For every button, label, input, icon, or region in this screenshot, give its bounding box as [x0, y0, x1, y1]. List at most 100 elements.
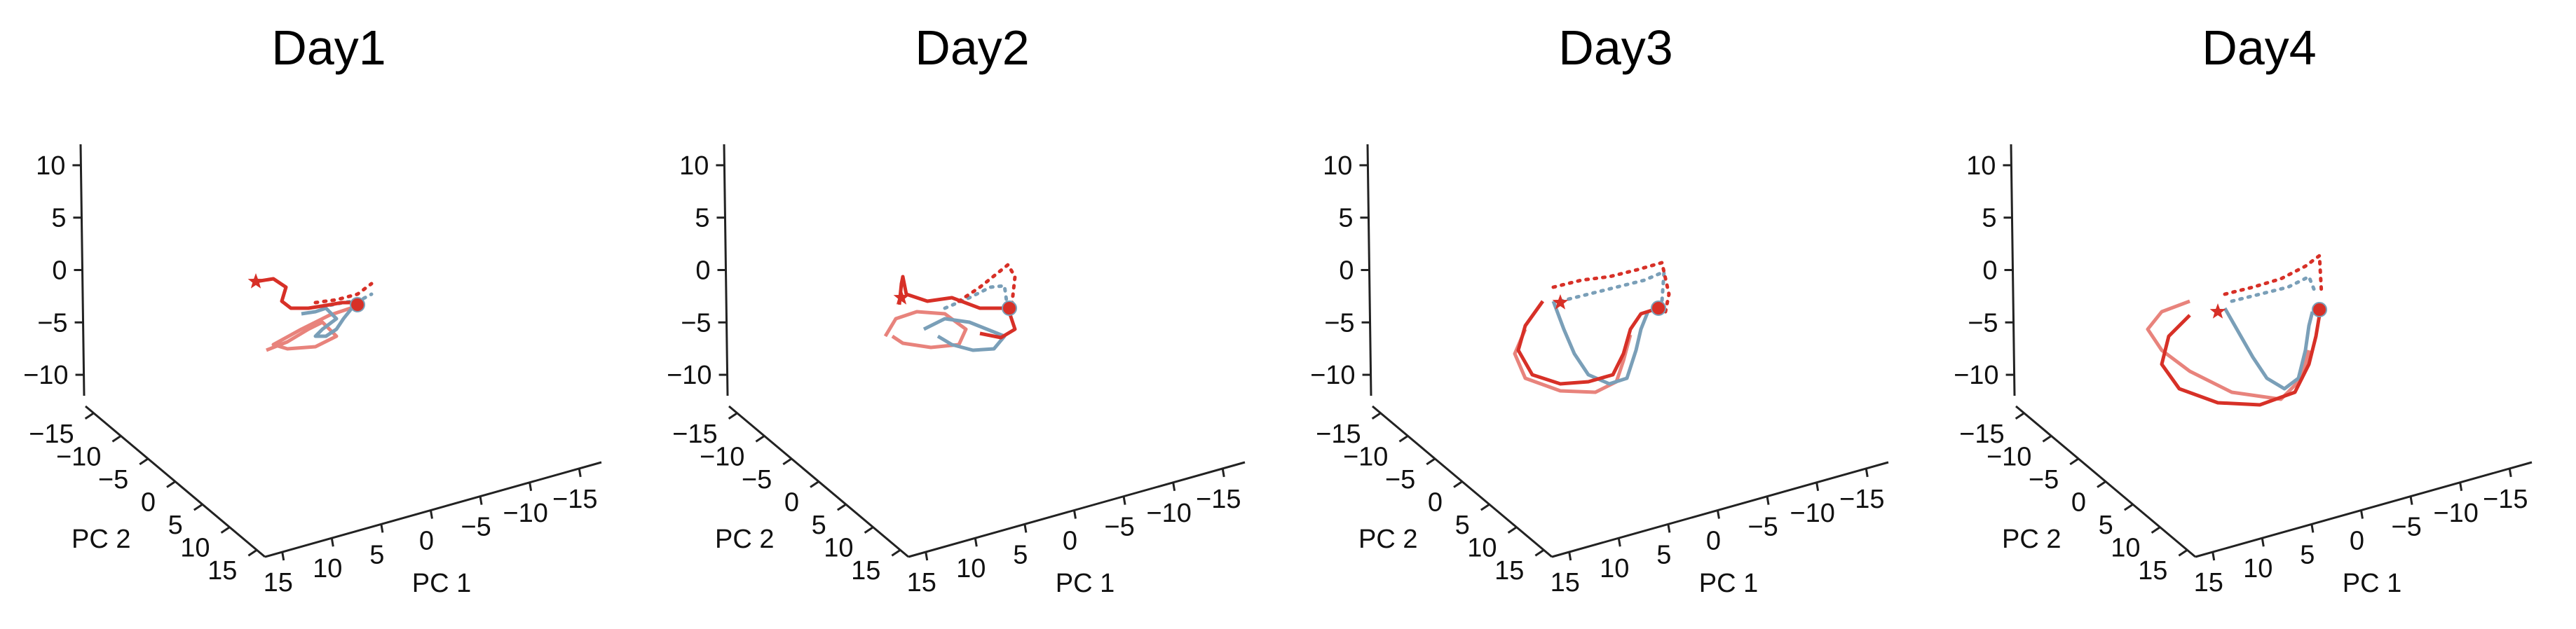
y-tick-label: 5	[812, 511, 826, 540]
y-tick	[755, 435, 765, 443]
trajectory-light-red	[1513, 329, 1633, 394]
x-tick-label: 10	[2243, 554, 2272, 583]
x-tick-label: −5	[461, 513, 491, 542]
y-tick	[728, 412, 738, 420]
chart-panel-day3: Day3 10 5 0 −5 −10 −15 −10 −5 0 5 10 15 PC 2 15 10 5 0 −5…	[1294, 0, 1937, 629]
x-tick-label: −15	[1839, 485, 1884, 514]
z-tick-label: 10	[36, 151, 65, 181]
start-star-marker	[2209, 303, 2226, 319]
x-tick-label: 15	[907, 568, 936, 597]
x-tick-label: 10	[1600, 554, 1629, 583]
trajectory-red	[255, 277, 357, 310]
y-tick	[1426, 457, 1436, 466]
x-tick	[1766, 496, 1770, 505]
y-tick-label: −5	[1385, 465, 1415, 495]
y-tick	[1507, 526, 1518, 534]
x-tick	[1667, 524, 1671, 533]
y-tick	[836, 503, 847, 511]
x-tick	[1072, 510, 1077, 519]
z-tick-label: 10	[1323, 151, 1352, 181]
x-tick-label: 15	[264, 568, 293, 597]
z-tick-label: 5	[51, 204, 66, 233]
x-tick	[2310, 524, 2315, 533]
z-tick-label: 5	[1982, 204, 1996, 233]
y-tick-label: −10	[1986, 442, 2031, 471]
x-tick	[1568, 551, 1572, 561]
z-tick-label: −5	[1968, 308, 1998, 338]
trajectory-light-red	[266, 306, 351, 352]
y-tick-label: −5	[742, 465, 772, 495]
y-tick	[1453, 481, 1463, 488]
y-tick-label: 5	[2099, 511, 2113, 540]
x-tick	[2359, 510, 2364, 519]
y-tick	[2151, 526, 2161, 534]
y-tick-label: 15	[207, 556, 237, 586]
x-tick-label: −10	[503, 499, 547, 528]
x-tick	[974, 537, 978, 547]
x-tick	[2459, 482, 2463, 492]
y-tick-label: 0	[784, 488, 799, 518]
y-tick	[2069, 457, 2080, 466]
z-tick-label: −10	[1310, 361, 1355, 390]
x-tick	[1716, 510, 1720, 519]
x-tick-label: 5	[1656, 540, 1671, 569]
y-axis-label: PC 2	[1358, 525, 1417, 554]
x-axis-label: PC 1	[412, 569, 471, 598]
x-tick	[2261, 537, 2265, 547]
x-tick-label: −5	[2391, 513, 2421, 542]
end-dot-marker	[1651, 300, 1666, 316]
chart-panel-day1: Day1 10 5 0 −5 −10 −15 −10 −5 0 5 10 15 PC 2 15 10 5 0 −5…	[7, 0, 650, 629]
y-tick	[810, 481, 819, 488]
trajectory-red	[2160, 314, 2322, 407]
x-tick-label: 10	[956, 554, 986, 583]
y-tick-label: 5	[168, 511, 183, 540]
x-tick-label: −15	[1196, 485, 1241, 514]
x-tick-label: −15	[2483, 485, 2528, 514]
y-tick-label: 10	[1467, 534, 1497, 563]
y-tick	[1371, 412, 1382, 420]
y-tick	[220, 526, 231, 534]
y-tick-label: 15	[2138, 556, 2167, 586]
z-tick-label: 5	[1338, 204, 1353, 233]
trajectory-dotted-red	[1551, 260, 1671, 314]
y-tick-label: −15	[1959, 420, 2004, 449]
chart-panel-day2: Day2 10 5 0 −5 −10 −15 −10 −5 0 5 10 15 PC 2 15 10 5 0 −5…	[650, 0, 1294, 629]
start-star-marker	[893, 289, 910, 305]
y-tick	[864, 526, 874, 534]
y-tick-label: 5	[1455, 511, 1470, 540]
x-tick	[925, 551, 929, 561]
end-dot-marker	[350, 297, 365, 312]
y-tick	[1534, 548, 1545, 557]
x-tick-label: 10	[313, 554, 342, 583]
x-tick	[1122, 496, 1126, 505]
chart-title: Day1	[271, 20, 386, 75]
trajectory-dotted-red	[313, 282, 374, 305]
x-tick	[281, 551, 285, 561]
y-tick	[2123, 503, 2134, 511]
x-tick-label: −10	[1146, 499, 1191, 528]
y-tick-label: 15	[851, 556, 880, 586]
x-axis-label: PC 1	[1699, 569, 1758, 598]
trajectory-light-red	[2146, 299, 2311, 401]
z-tick-label: 10	[1966, 151, 1996, 181]
x-tick-label: −10	[1790, 499, 1834, 528]
y-tick	[1480, 503, 1490, 511]
chart-title: Day2	[915, 20, 1030, 75]
y-tick-label: −10	[56, 442, 101, 471]
x-tick-label: 0	[1063, 526, 1077, 555]
y-tick	[1398, 435, 1409, 443]
x-tick-label: −5	[1104, 513, 1134, 542]
trajectory-dotted-blue	[2230, 274, 2318, 303]
y-tick-label: 15	[1494, 556, 1524, 586]
chart-title: Day4	[2202, 20, 2317, 75]
x-tick	[1221, 468, 1225, 478]
x-tick-label: −10	[2433, 499, 2478, 528]
x-tick-label: 15	[1551, 568, 1580, 597]
y-tick-label: 0	[141, 488, 156, 518]
end-dot-marker	[1002, 300, 1017, 316]
x-tick	[1815, 482, 1820, 492]
x-axis-line	[1551, 461, 1889, 558]
